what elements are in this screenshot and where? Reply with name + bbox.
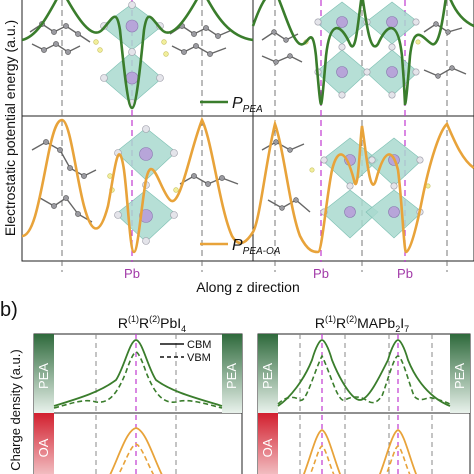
pea-bar-left-b	[222, 334, 242, 413]
panel-b-title-left: R(1)R(2)PbI4	[118, 314, 186, 334]
legend-pea: PPEA	[200, 95, 263, 115]
cbm-curve-left	[53, 339, 223, 407]
side-label-pea-2: PEA	[224, 363, 239, 389]
oa-vbm-curve-right	[309, 445, 411, 474]
legend-pea-oa: PPEA-OA	[200, 237, 281, 257]
panel-b-right-frame	[257, 333, 471, 474]
panel-b-magenta-guides	[135, 334, 399, 474]
panel-b-legend: CBM VBM	[160, 339, 211, 364]
pea-bar-left-a	[34, 334, 54, 413]
panel-b-title-right: R(1)R(2)MAPb2I7	[315, 314, 409, 334]
pea-bar-right-b	[450, 334, 470, 413]
pea-oa-potential-curve-left	[21, 116, 255, 254]
vbm-curve-left	[53, 351, 223, 409]
oa-cbm-curve-left	[109, 427, 163, 474]
panel-b: b) R(1)R(2)PbI4 R(1)R(2)MAPb2I7 PEA PEA …	[0, 299, 471, 474]
cbm-curve-right	[277, 339, 451, 407]
side-label-pea-1: PEA	[36, 363, 51, 389]
pb-label-3: Pb	[397, 266, 413, 281]
vbm-curve-right	[277, 354, 451, 405]
legend-cbm-label: CBM	[187, 339, 211, 351]
oa-cbm-curve-right	[302, 429, 418, 474]
pea-potential-curve-left	[21, 0, 254, 110]
panel-a-ylabel: Electrostatic potential energy (a.u.)	[2, 20, 18, 236]
panel-a-bottom-right-frame	[252, 115, 474, 262]
oa-bar-right	[258, 413, 278, 474]
side-label-oa-2: OA	[260, 438, 275, 457]
legend-pea-label: PPEA	[232, 95, 263, 115]
pea-bar-right-a	[258, 334, 278, 413]
legend-pea-oa-label: PPEA-OA	[232, 237, 281, 257]
pb-label-1: Pb	[124, 266, 140, 281]
pb-label-2: Pb	[313, 266, 329, 281]
panel-b-grey-guides	[95, 334, 433, 474]
panel-a-xlabel: Along z direction	[196, 279, 300, 295]
pea-potential-curve-right	[251, 0, 474, 106]
panel-a: PPEA PPEA-OA Pb Pb Pb Along z direction …	[2, 0, 474, 295]
oa-bar-left	[34, 413, 54, 474]
panel-b-label: b)	[0, 299, 18, 321]
side-label-oa-1: OA	[36, 438, 51, 457]
side-label-pea-3: PEA	[260, 363, 275, 389]
oa-vbm-curve-left	[117, 443, 155, 474]
panel-b-ylabel: Charge density (a.u.)	[8, 349, 23, 470]
pea-oa-potential-curve-right	[251, 119, 474, 254]
side-label-pea-4: PEA	[452, 363, 467, 389]
legend-vbm-label: VBM	[187, 352, 211, 364]
